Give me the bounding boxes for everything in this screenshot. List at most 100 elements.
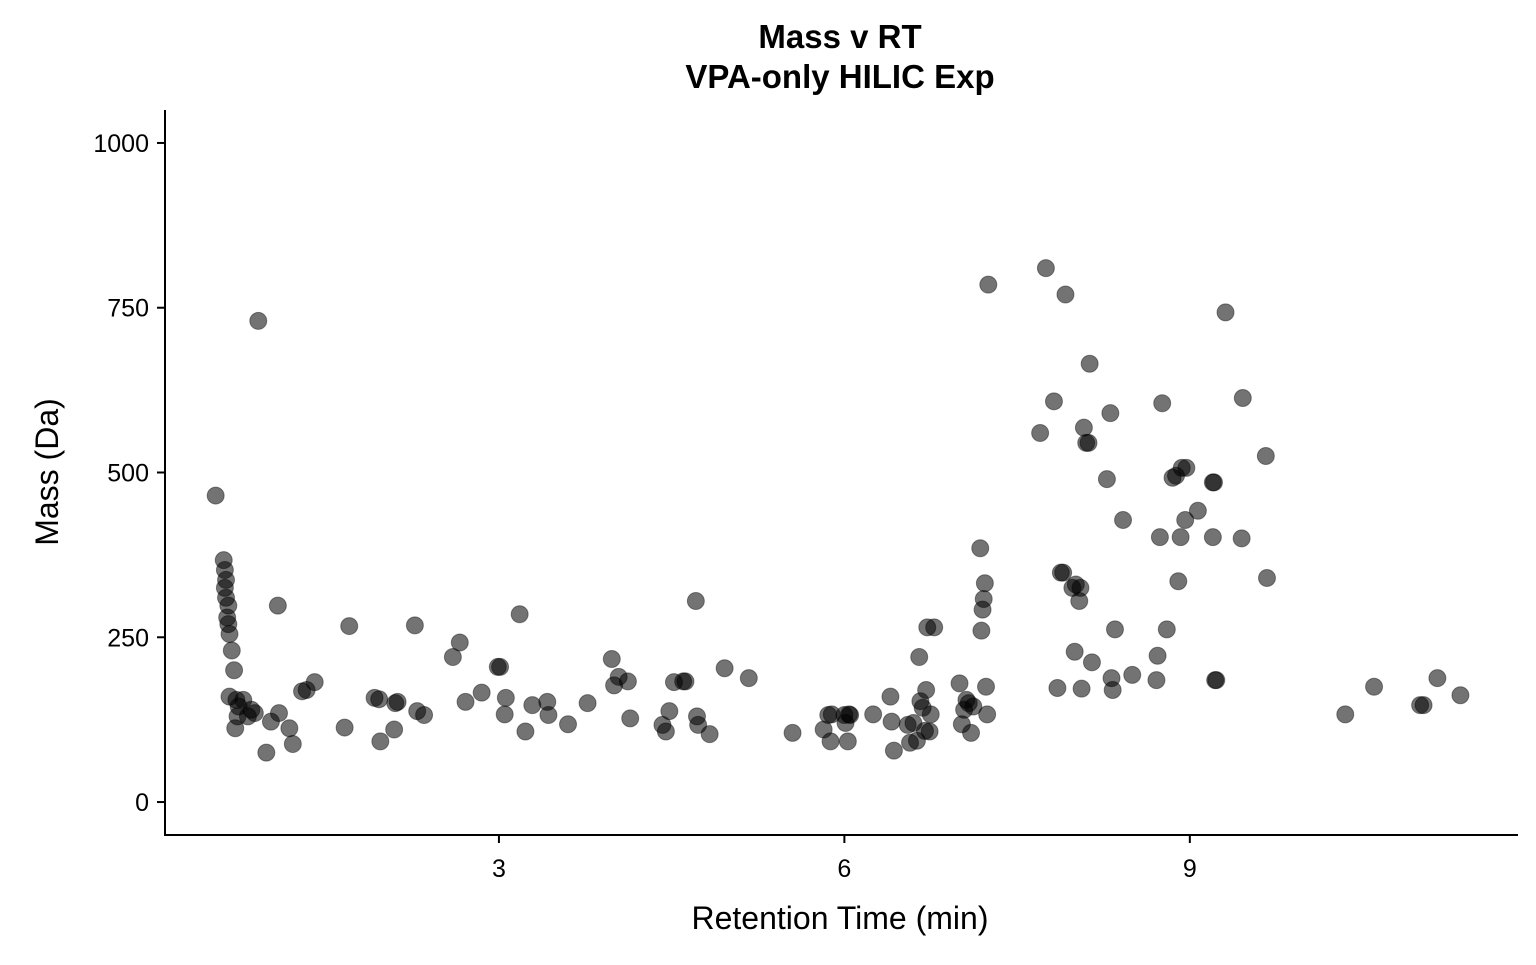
- x-tick-label: 6: [837, 855, 851, 883]
- data-point: [491, 657, 510, 676]
- x-tick-label: 9: [1183, 855, 1197, 883]
- data-point: [1232, 529, 1251, 548]
- data-point: [371, 732, 390, 751]
- data-point: [1082, 653, 1101, 672]
- data-point: [495, 705, 514, 724]
- data-point: [1147, 671, 1166, 690]
- data-point: [1451, 686, 1470, 705]
- data-point: [975, 574, 994, 593]
- data-point: [972, 621, 991, 640]
- data-point: [1114, 510, 1133, 529]
- data-point: [971, 539, 990, 558]
- data-point: [226, 719, 245, 738]
- data-point: [882, 712, 901, 731]
- data-point: [1072, 679, 1091, 698]
- data-point: [1205, 473, 1224, 492]
- data-point: [220, 624, 239, 643]
- data-point: [1079, 433, 1098, 452]
- data-point: [1171, 528, 1190, 547]
- data-point: [621, 709, 640, 728]
- data-point: [283, 735, 302, 754]
- y-axis-ticks: 0 250 500 750 1000: [93, 130, 165, 817]
- data-point: [950, 674, 969, 693]
- data-point: [510, 605, 529, 624]
- data-point: [1036, 259, 1055, 278]
- data-point: [1256, 447, 1275, 466]
- data-point: [700, 725, 719, 744]
- data-point: [1176, 510, 1195, 529]
- data-point: [249, 311, 268, 330]
- data-point: [1428, 669, 1447, 688]
- data-point: [1188, 501, 1207, 520]
- data-point: [978, 705, 997, 724]
- data-point: [388, 692, 407, 711]
- data-point: [974, 590, 993, 609]
- data-point: [1123, 665, 1142, 684]
- data-point: [739, 669, 758, 688]
- y-tick-label: 500: [107, 460, 149, 488]
- data-point: [1257, 568, 1276, 587]
- data-point: [1177, 458, 1196, 477]
- data-point: [979, 275, 998, 294]
- data-point: [245, 704, 264, 723]
- data-point: [1150, 528, 1169, 547]
- x-axis-title: Retention Time (min): [692, 900, 989, 936]
- data-point: [415, 706, 434, 725]
- data-point: [1207, 671, 1226, 690]
- y-tick-label: 1000: [93, 130, 149, 158]
- data-point: [1103, 681, 1122, 699]
- data-point: [1056, 285, 1075, 304]
- data-point: [1101, 404, 1120, 423]
- data-point: [920, 722, 939, 741]
- data-point: [257, 743, 276, 762]
- data-point: [578, 694, 597, 713]
- data-point: [450, 633, 469, 652]
- data-point: [1048, 679, 1067, 698]
- data-point: [689, 715, 708, 734]
- data-point: [268, 596, 287, 615]
- data-point: [516, 722, 535, 741]
- data-point: [222, 641, 241, 660]
- data-point: [715, 659, 734, 678]
- chart-title-line2: VPA-only HILIC Exp: [685, 58, 994, 95]
- data-point: [496, 688, 515, 707]
- data-point: [472, 683, 491, 702]
- data-point: [559, 715, 578, 734]
- data-point: [686, 592, 705, 611]
- data-point: [618, 672, 637, 691]
- y-tick-label: 250: [107, 624, 149, 652]
- data-point: [305, 673, 324, 692]
- data-point: [660, 702, 679, 721]
- y-axis-title: Mass (Da): [29, 398, 65, 546]
- y-tick-label: 0: [135, 789, 149, 817]
- data-point: [977, 677, 996, 696]
- data-point: [456, 692, 475, 711]
- data-point: [1203, 528, 1222, 547]
- data-point: [1097, 470, 1116, 489]
- data-point: [1365, 677, 1384, 696]
- data-point: [1054, 563, 1073, 582]
- data-point: [225, 661, 244, 680]
- data-point: [340, 617, 359, 636]
- data-point: [280, 719, 299, 738]
- data-point: [656, 722, 675, 741]
- data-point: [1065, 642, 1084, 661]
- data-point: [1105, 620, 1124, 639]
- data-point: [370, 690, 389, 709]
- data-point: [1071, 578, 1090, 597]
- data-point: [841, 706, 860, 725]
- y-tick-label: 750: [107, 295, 149, 323]
- data-point: [1336, 705, 1355, 724]
- data-point: [864, 705, 883, 724]
- data-point: [964, 697, 983, 716]
- data-point: [921, 705, 940, 724]
- data-point: [925, 618, 944, 637]
- data-point: [523, 696, 542, 715]
- x-tick-label: 3: [492, 855, 506, 883]
- data-point: [1233, 389, 1252, 408]
- data-point: [385, 720, 404, 739]
- data-point: [1414, 696, 1433, 715]
- data-point: [1074, 418, 1093, 437]
